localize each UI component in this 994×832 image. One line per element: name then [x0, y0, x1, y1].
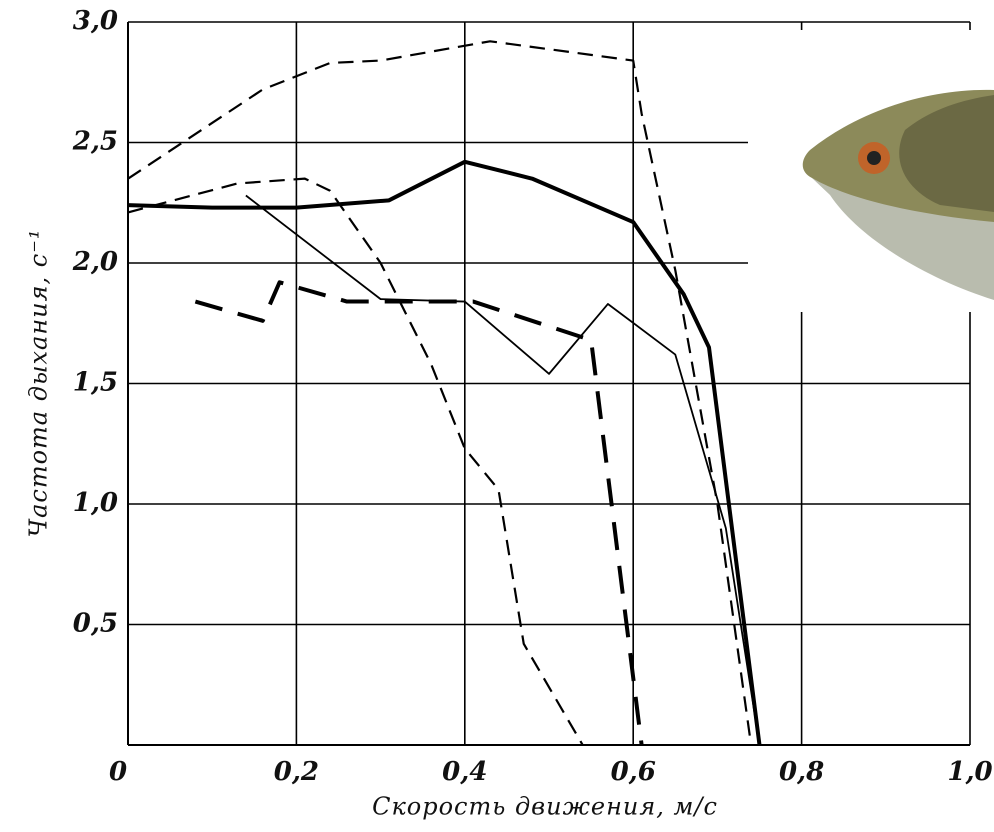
series-line — [245, 194, 761, 746]
x-tick-label: 0,2 — [274, 757, 319, 787]
fish-pupil — [867, 151, 881, 165]
series-line — [127, 159, 762, 746]
series-line — [127, 40, 753, 746]
x-tick-label: 0,4 — [442, 757, 487, 787]
labels: Скорость движения, м/с Частота дыхания, … — [25, 6, 993, 821]
fish-belly — [812, 178, 994, 300]
x-tick-label: 0 — [109, 757, 127, 787]
y-tick-label: 1,0 — [73, 488, 118, 518]
fish-inset — [748, 30, 994, 312]
fish-gill — [899, 95, 994, 212]
series-line — [194, 280, 644, 746]
y-tick-label: 0,5 — [73, 609, 118, 639]
y-tick-label: 3,0 — [73, 6, 118, 36]
x-tick-label: 0,6 — [611, 757, 656, 787]
y-tick-label: 2,0 — [72, 247, 118, 277]
y-axis-label: Частота дыхания, с⁻¹ — [25, 229, 53, 538]
y-tick-label: 2,5 — [72, 127, 118, 157]
x-tick-label: 1,0 — [947, 757, 992, 787]
series-line — [127, 177, 584, 746]
y-tick-label: 1,5 — [73, 368, 118, 398]
x-tick-label: 0,8 — [779, 757, 824, 787]
lines — [127, 40, 762, 746]
x-axis-label: Скорость движения, м/с — [372, 793, 718, 821]
